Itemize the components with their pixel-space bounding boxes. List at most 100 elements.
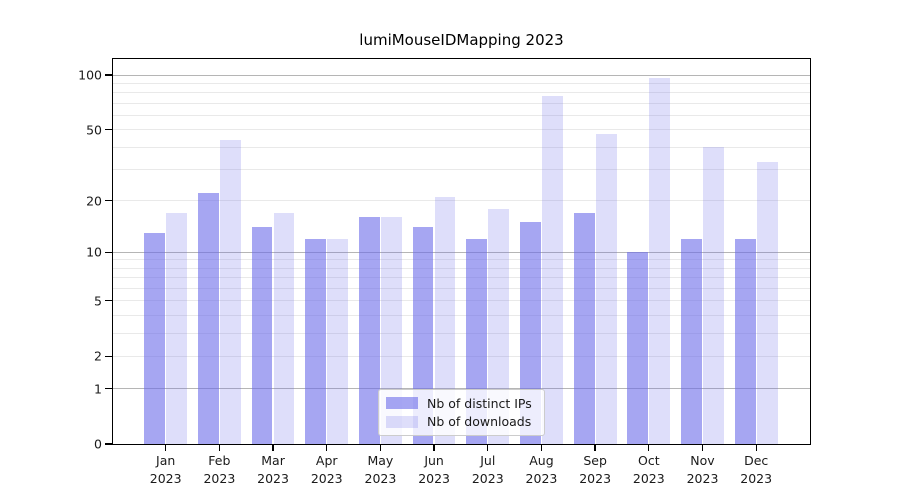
bar-downloads-dec <box>756 162 778 444</box>
legend-label-distinct-ips: Nb of distinct IPs <box>427 395 532 411</box>
legend-entry-downloads: Nb of downloads <box>386 414 537 429</box>
minor-gridline-4 <box>113 314 810 316</box>
x-tick-apr <box>326 444 328 451</box>
y-tick-50 <box>105 128 113 131</box>
major-gridline-10 <box>113 251 810 253</box>
y-tick-1 <box>105 387 113 390</box>
minor-gridline-7 <box>113 277 810 279</box>
bar-distinct-ips-nov <box>681 238 702 444</box>
y-tick-label-100: 100 <box>78 67 102 83</box>
y-tick-label-5: 5 <box>94 293 102 309</box>
x-tick-year: 2023 <box>686 471 719 486</box>
x-tick-year: 2023 <box>579 471 612 486</box>
x-tick-dec <box>755 444 757 451</box>
legend-swatch-downloads <box>386 415 418 428</box>
legend-entry-distinct-ips: Nb of distinct IPs <box>386 396 537 411</box>
x-tick-label-jul: Jul 2023 <box>458 452 518 488</box>
x-tick-may <box>379 444 382 451</box>
x-tick-month: May <box>367 453 394 468</box>
minor-gridline-9 <box>113 259 810 261</box>
x-tick-month: Apr <box>315 453 338 468</box>
minor-gridline-6 <box>113 287 810 289</box>
x-tick-jan <box>165 444 167 451</box>
bar-distinct-ips-feb <box>197 193 219 444</box>
minor-gridline-80 <box>113 92 810 94</box>
bar-distinct-ips-jan <box>144 232 166 444</box>
x-tick-month: Feb <box>208 453 231 468</box>
x-tick-month: Sep <box>583 453 607 468</box>
x-tick-label-mar: Mar 2023 <box>243 452 303 488</box>
major-gridline-1 <box>113 388 810 390</box>
minor-gridline-2 <box>113 355 810 357</box>
y-tick-label-2: 2 <box>94 348 102 364</box>
bar-downloads-oct <box>649 78 671 444</box>
bar-downloads-jul <box>488 208 510 444</box>
x-tick-label-may: May 2023 <box>350 452 410 488</box>
y-tick-2 <box>105 355 113 357</box>
minor-gridline-5 <box>113 300 810 302</box>
x-tick-feb <box>218 444 221 451</box>
x-tick-jun <box>433 444 435 451</box>
x-tick-month: Jul <box>480 453 496 468</box>
x-tick-oct <box>648 444 650 451</box>
bar-downloads-apr <box>327 238 349 444</box>
x-tick-label-oct: Oct 2023 <box>619 452 679 488</box>
chart-title: lumiMouseIDMapping 2023 <box>359 31 564 49</box>
bar-distinct-ips-may <box>359 217 380 444</box>
x-tick-year: 2023 <box>632 471 665 486</box>
x-tick-year: 2023 <box>310 471 343 486</box>
y-tick-10 <box>105 251 113 253</box>
legend: Nb of distinct IPs Nb of downloads <box>378 389 545 436</box>
x-tick-label-nov: Nov 2023 <box>673 452 733 488</box>
x-tick-year: 2023 <box>364 471 397 486</box>
y-tick-20 <box>105 199 113 202</box>
x-tick-label-sep: Sep 2023 <box>565 452 625 488</box>
bar-downloads-jan <box>166 212 188 444</box>
legend-swatch-distinct-ips <box>386 397 418 410</box>
minor-gridline-30 <box>113 168 810 170</box>
x-tick-label-apr: Apr 2023 <box>297 452 357 488</box>
bar-distinct-ips-oct <box>627 252 649 444</box>
x-tick-year: 2023 <box>149 471 182 486</box>
minor-gridline-20 <box>113 200 810 202</box>
y-tick-label-50: 50 <box>86 122 102 138</box>
x-tick-label-jan: Jan 2023 <box>136 452 196 488</box>
x-tick-month: Jun <box>424 453 444 468</box>
bar-distinct-ips-apr <box>305 238 327 444</box>
x-tick-month: Aug <box>529 453 554 468</box>
x-tick-label-jun: Jun 2023 <box>404 452 464 488</box>
major-gridline-100 <box>113 74 810 76</box>
bar-downloads-nov <box>703 147 724 444</box>
minor-gridline-8 <box>113 267 810 269</box>
x-tick-month: Nov <box>690 453 715 468</box>
y-tick-0 <box>105 443 113 445</box>
bar-downloads-jun <box>434 196 456 444</box>
x-tick-label-aug: Aug 2023 <box>511 452 571 488</box>
x-tick-year: 2023 <box>525 471 558 486</box>
x-tick-month: Dec <box>744 453 769 468</box>
bar-downloads-sep <box>595 134 617 444</box>
legend-label-downloads: Nb of downloads <box>427 414 532 430</box>
x-tick-year: 2023 <box>740 471 773 486</box>
x-tick-year: 2023 <box>418 471 450 486</box>
bar-distinct-ips-dec <box>734 238 756 444</box>
y-tick-label-10: 10 <box>86 244 102 260</box>
y-tick-label-0: 0 <box>94 436 102 452</box>
x-tick-month: Mar <box>261 453 285 468</box>
x-tick-label-feb: Feb 2023 <box>189 452 249 488</box>
x-tick-year: 2023 <box>257 471 289 486</box>
y-tick-100 <box>105 74 113 76</box>
x-tick-sep <box>594 444 596 451</box>
bar-downloads-may <box>381 217 402 444</box>
minor-gridline-40 <box>113 146 810 148</box>
minor-gridline-70 <box>113 102 810 104</box>
x-tick-nov <box>701 444 704 451</box>
x-tick-year: 2023 <box>471 471 504 486</box>
bar-downloads-mar <box>273 212 295 444</box>
bar-distinct-ips-sep <box>573 212 595 444</box>
x-tick-year: 2023 <box>203 471 236 486</box>
minor-gridline-60 <box>113 114 810 116</box>
